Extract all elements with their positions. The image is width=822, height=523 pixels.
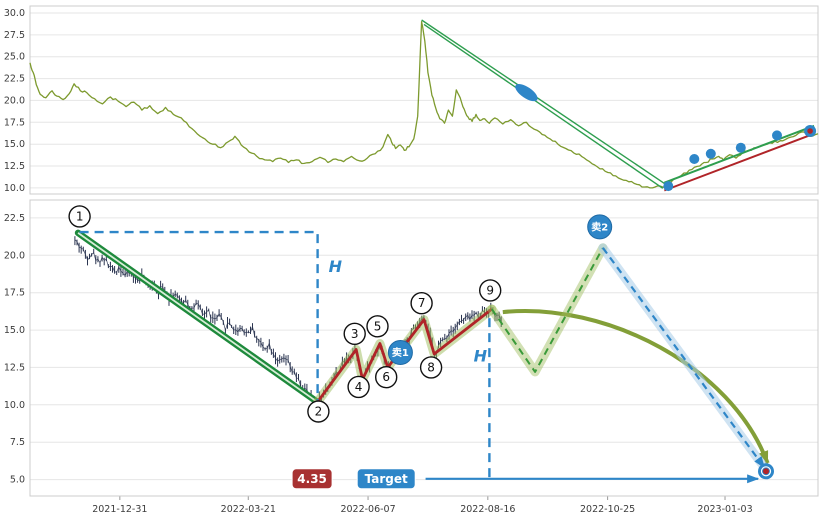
sell-marker-label-1: 卖1 bbox=[392, 346, 409, 359]
wave-marker-label-8: 8 bbox=[427, 360, 435, 374]
y-tick-label: 20.0 bbox=[4, 95, 25, 106]
y-tick-label: 12.5 bbox=[4, 362, 25, 373]
x-tick-label: 2023-01-03 bbox=[697, 504, 752, 515]
y-tick-label: 10.0 bbox=[4, 400, 25, 411]
forecast-arrow bbox=[601, 247, 766, 469]
y-tick-label: 12.5 bbox=[4, 161, 25, 172]
wave-marker-label-4: 4 bbox=[355, 380, 363, 394]
y-tick-label: 22.5 bbox=[4, 213, 25, 224]
h-measure-label-1: H bbox=[329, 257, 343, 276]
panel-daily: 22.5 20.0 17.5 15.0 12.5 10.0 7.5 5.0 2021-12-31… bbox=[4, 199, 819, 515]
panel-border bbox=[29, 5, 819, 195]
endpoint-ring bbox=[760, 466, 772, 477]
wave-marker-4 bbox=[347, 375, 370, 399]
price-badge-label: 4.35 bbox=[297, 472, 327, 486]
y-tick-label: 7.5 bbox=[10, 437, 25, 448]
trade-dot bbox=[772, 130, 782, 141]
downtrend-line-2 bbox=[423, 23, 664, 189]
y-tick-label: 20.0 bbox=[4, 250, 25, 261]
y-tick-label: 15.0 bbox=[4, 325, 25, 336]
panel-weekly: 30.0 27.5 25.0 22.5 20.0 17.5 15.0 12.5 10.0 bbox=[4, 5, 819, 195]
y-tick-label: 5.0 bbox=[10, 475, 25, 486]
trade-dot bbox=[689, 154, 700, 164]
panel-border bbox=[29, 199, 819, 497]
wave-marker-label-1: 1 bbox=[76, 209, 84, 223]
x-tick-label: 2022-03-21 bbox=[221, 504, 276, 515]
wave-marker-6 bbox=[375, 366, 398, 389]
y-tick-label: 25.0 bbox=[4, 52, 25, 63]
wave-marker-2 bbox=[307, 400, 330, 423]
wave-marker-label-6: 6 bbox=[382, 370, 390, 384]
weekly-price-line bbox=[29, 21, 819, 189]
wave-marker-8 bbox=[419, 356, 443, 379]
trade-dot bbox=[705, 148, 716, 159]
sell-marker-2 bbox=[587, 214, 613, 240]
y-tick-label: 17.5 bbox=[4, 117, 25, 128]
wave-marker-3 bbox=[343, 322, 366, 345]
sell-marker-1 bbox=[387, 340, 413, 365]
main-downtrend-core bbox=[77, 232, 320, 405]
h-measure-label-2: H bbox=[474, 346, 488, 365]
momentum-ellipse bbox=[515, 84, 538, 102]
x-tick-label: 2022-08-16 bbox=[460, 504, 515, 515]
target-badge-label: Target bbox=[365, 472, 408, 486]
channel-line-red bbox=[663, 132, 815, 192]
parabola-arrow bbox=[502, 309, 770, 465]
impulse-zigzag bbox=[316, 307, 493, 403]
wave-marker-label-3: 3 bbox=[351, 327, 359, 341]
wave-marker-label-9: 9 bbox=[486, 283, 494, 297]
sell-marker-label-2: 卖2 bbox=[591, 220, 608, 233]
y-tick-label: 10.0 bbox=[4, 183, 25, 194]
wave-marker-5 bbox=[366, 315, 389, 338]
forecast-zigzag bbox=[490, 247, 604, 373]
wave-marker-1 bbox=[68, 205, 91, 228]
price-badge bbox=[291, 468, 333, 490]
downtrend-line-1 bbox=[421, 19, 666, 185]
y-tick-label: 27.5 bbox=[4, 30, 25, 41]
y-tick-label: 22.5 bbox=[4, 74, 25, 85]
y-tick-label: 30.0 bbox=[4, 8, 25, 19]
trade-dot bbox=[663, 181, 674, 192]
y-tick-label: 17.5 bbox=[4, 288, 25, 299]
y-tick-label: 15.0 bbox=[4, 139, 25, 150]
x-tick-label: 2021-12-31 bbox=[92, 504, 147, 515]
wave-marker-9 bbox=[479, 279, 502, 302]
wave-marker-label-5: 5 bbox=[374, 319, 382, 333]
target-badge bbox=[356, 468, 416, 490]
end-dot-core bbox=[807, 128, 813, 134]
channel-line-green bbox=[663, 124, 815, 184]
wave-marker-7 bbox=[410, 292, 433, 315]
h-measure-1 bbox=[79, 230, 319, 401]
wave-marker-label-7: 7 bbox=[418, 296, 426, 310]
wave-marker-label-2: 2 bbox=[315, 405, 323, 419]
endpoint-core bbox=[763, 468, 769, 475]
trade-dot bbox=[735, 142, 746, 153]
x-tick-label: 2022-10-25 bbox=[580, 504, 635, 515]
x-tick-label: 2022-06-07 bbox=[340, 504, 395, 515]
